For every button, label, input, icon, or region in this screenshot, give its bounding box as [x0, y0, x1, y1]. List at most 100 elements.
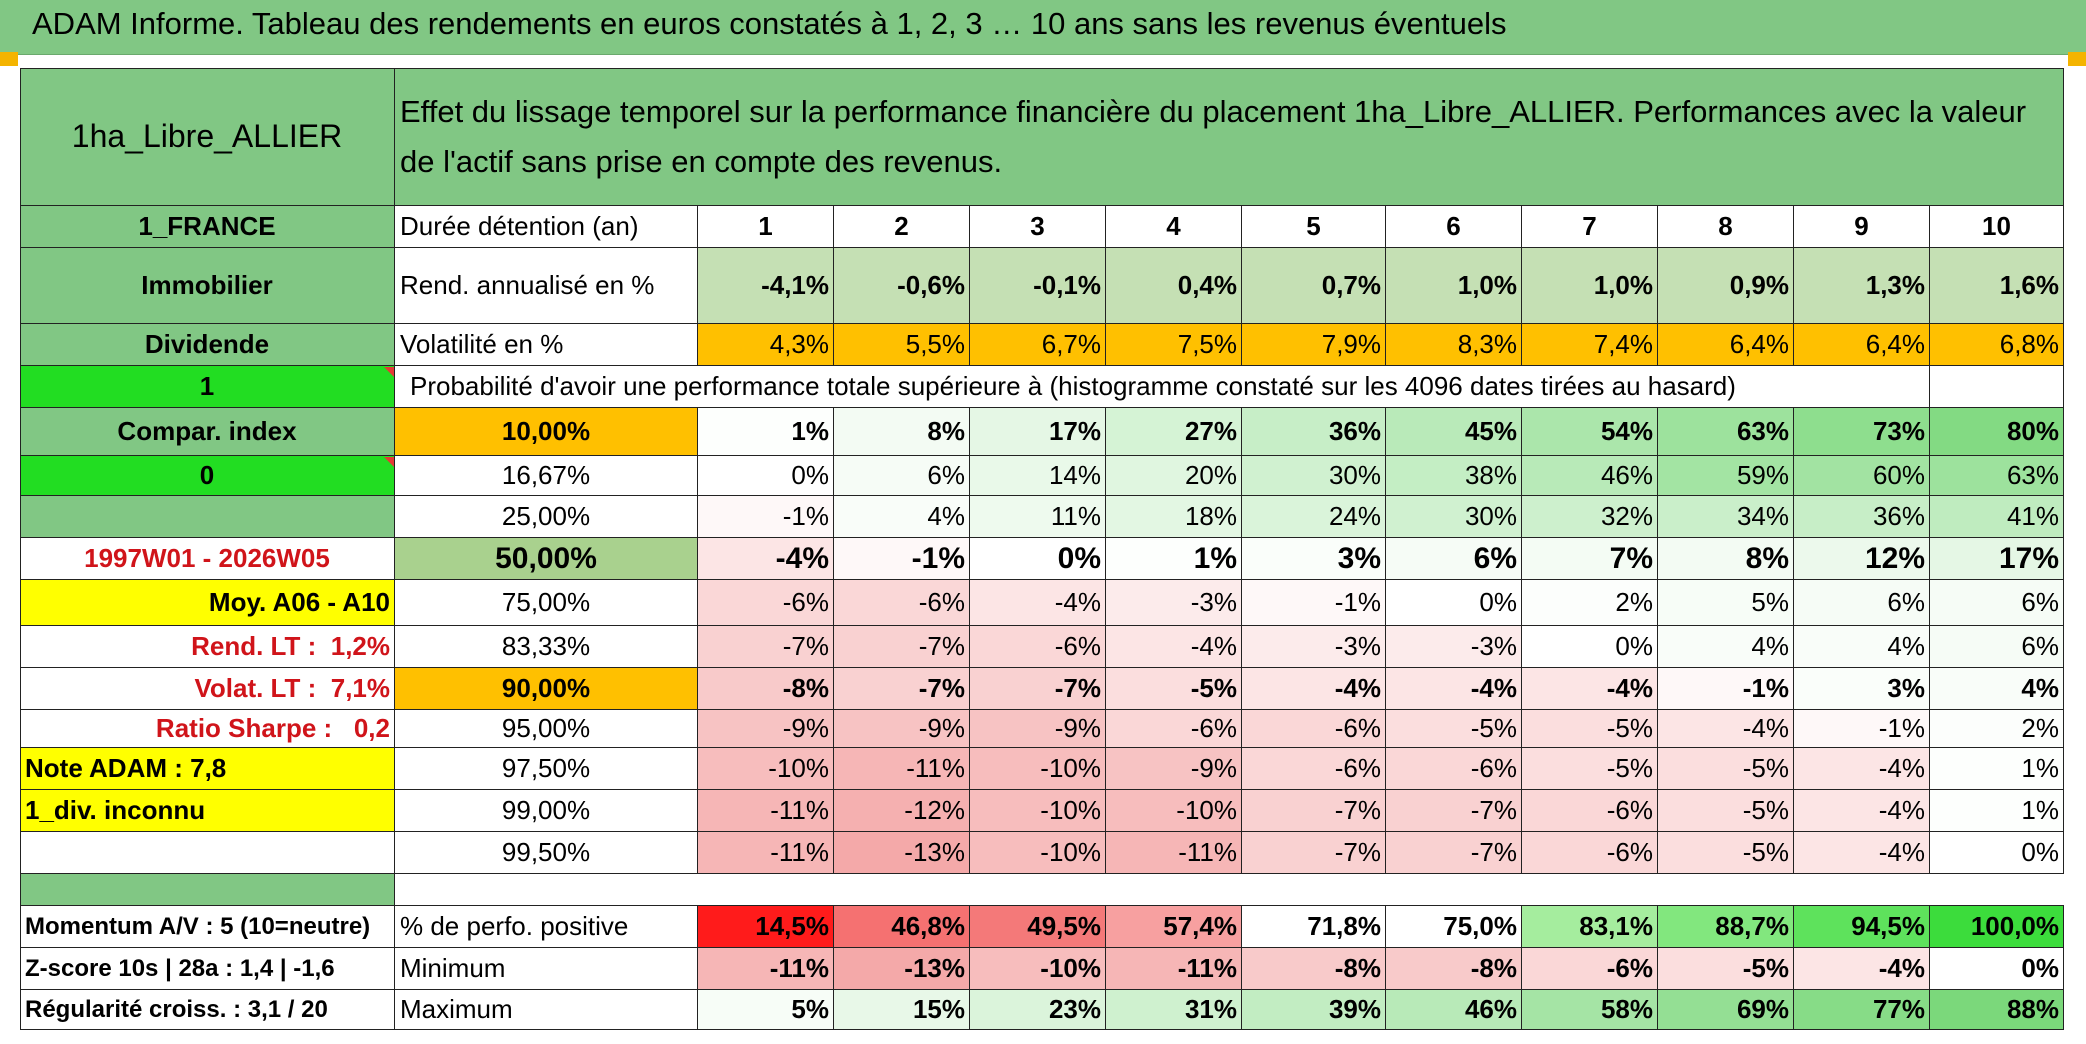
min-value: -5% [1658, 948, 1794, 990]
probability-value: 2% [1522, 580, 1658, 626]
probability-value: 4% [1658, 626, 1794, 668]
max-value: 69% [1658, 990, 1794, 1030]
probability-value: -10% [698, 748, 834, 790]
rend-value: 0,7% [1242, 248, 1386, 324]
positive-value: 75,0% [1386, 906, 1522, 948]
min-value: -13% [834, 948, 970, 990]
probability-level: 25,00% [395, 496, 698, 538]
year-header: 9 [1794, 206, 1930, 248]
probability-value: -9% [834, 710, 970, 748]
probability-value: 24% [1242, 496, 1386, 538]
probability-value: 30% [1242, 456, 1386, 496]
probability-value: -3% [1106, 580, 1242, 626]
probability-value: 11% [970, 496, 1106, 538]
probability-value: -4% [1658, 710, 1794, 748]
rend-lt: Rend. LT : 1,2% [20, 626, 395, 668]
vol-label: Volatilité en % [395, 324, 698, 366]
probability-value: -10% [970, 832, 1106, 874]
probability-value: -6% [1522, 790, 1658, 832]
year-header: 5 [1242, 206, 1386, 248]
empty-green-cell [20, 496, 395, 538]
probability-value: -11% [1106, 832, 1242, 874]
rend-value: 1,3% [1794, 248, 1930, 324]
probability-value: 0% [970, 538, 1106, 580]
probability-value: 1% [1106, 538, 1242, 580]
vol-value: 5,5% [834, 324, 970, 366]
probability-value: -7% [1242, 832, 1386, 874]
probability-level: 75,00% [395, 580, 698, 626]
probability-value: 73% [1794, 408, 1930, 456]
note-adam: Note ADAM : 7,8 [20, 748, 395, 790]
probability-value: -7% [1386, 790, 1522, 832]
probability-value: -4% [698, 538, 834, 580]
probability-value: 14% [970, 456, 1106, 496]
probability-value: -10% [970, 790, 1106, 832]
probability-value: -11% [698, 832, 834, 874]
probability-value: 12% [1794, 538, 1930, 580]
probability-level: 83,33% [395, 626, 698, 668]
year-header: 8 [1658, 206, 1794, 248]
spacer-cell [395, 874, 2064, 906]
volat-lt-label: Volat. LT : [194, 673, 317, 703]
rend-label: Rend. annualisé en % [395, 248, 698, 324]
probability-value: 0% [698, 456, 834, 496]
corner-marker-right [2068, 52, 2086, 66]
year-header: 3 [970, 206, 1106, 248]
probability-value: 36% [1242, 408, 1386, 456]
probability-value: 80% [1930, 408, 2064, 456]
probability-value: -6% [1386, 748, 1522, 790]
probability-value: -5% [1658, 832, 1794, 874]
volat-lt-value: 7,1% [330, 673, 390, 703]
sharpe-value: 0,2 [353, 713, 390, 743]
probability-level: 99,50% [395, 832, 698, 874]
probability-value: -7% [834, 668, 970, 710]
max-value: 15% [834, 990, 970, 1030]
probability-value: -5% [1522, 710, 1658, 748]
spacer-green-cell [20, 874, 395, 906]
probability-level: 10,00% [395, 408, 698, 456]
probability-value: -9% [698, 710, 834, 748]
max-value: 46% [1386, 990, 1522, 1030]
probability-value: -5% [1658, 748, 1794, 790]
probability-value: 6% [1930, 580, 2064, 626]
positive-label: % de perfo. positive [395, 906, 698, 948]
table-left-border [20, 68, 21, 1030]
probability-value: 46% [1522, 456, 1658, 496]
min-value: -6% [1522, 948, 1658, 990]
min-value: -10% [970, 948, 1106, 990]
rend-value: -0,6% [834, 248, 970, 324]
probability-value: 0% [1522, 626, 1658, 668]
probability-value: 59% [1658, 456, 1794, 496]
year-header: 1 [698, 206, 834, 248]
rend-value: 1,0% [1386, 248, 1522, 324]
min-value: -11% [698, 948, 834, 990]
flag-one: 1 [20, 366, 395, 408]
probability-value: 18% [1106, 496, 1242, 538]
rend-lt-value: 1,2% [330, 631, 390, 661]
momentum-label: Momentum A/V : 5 (10=neutre) [20, 906, 395, 948]
compar-index-label: Compar. index [20, 408, 395, 456]
max-value: 39% [1242, 990, 1386, 1030]
vol-value: 6,4% [1794, 324, 1930, 366]
probability-value: -11% [834, 748, 970, 790]
probability-value: -4% [1242, 668, 1386, 710]
volat-lt: Volat. LT : 7,1% [20, 668, 395, 710]
max-label: Maximum [395, 990, 698, 1030]
regularite-label: Régularité croiss. : 3,1 / 20 [20, 990, 395, 1030]
type-label: Dividende [20, 324, 395, 366]
probability-value: -11% [698, 790, 834, 832]
probability-value: 3% [1794, 668, 1930, 710]
probability-value: -4% [970, 580, 1106, 626]
probability-value: -8% [698, 668, 834, 710]
probability-value: -6% [834, 580, 970, 626]
probability-value: -5% [1522, 748, 1658, 790]
probability-value: 6% [1386, 538, 1522, 580]
probability-value: 63% [1658, 408, 1794, 456]
probability-value: 41% [1930, 496, 2064, 538]
year-header: 6 [1386, 206, 1522, 248]
report-title: ADAM Informe. Tableau des rendements en … [32, 6, 1507, 41]
probability-value: -1% [1794, 710, 1930, 748]
vol-value: 7,4% [1522, 324, 1658, 366]
vol-value: 7,5% [1106, 324, 1242, 366]
probability-value: 60% [1794, 456, 1930, 496]
